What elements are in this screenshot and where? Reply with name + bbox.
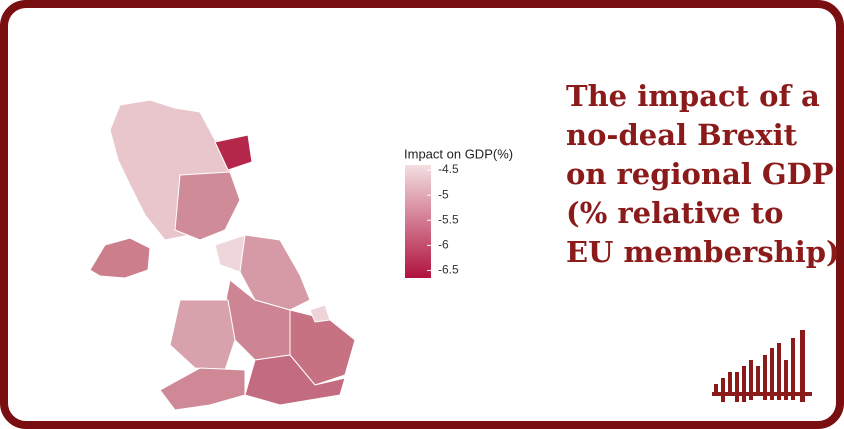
- legend-tick-label: -6.5: [438, 263, 459, 277]
- legend-tick-label: -5.5: [438, 212, 459, 226]
- title-line: no-deal Brexit: [566, 118, 798, 152]
- scotland-central: [174, 171, 241, 241]
- title-line: (% relative to: [566, 196, 783, 230]
- region: [309, 304, 331, 323]
- northern-ireland: [89, 237, 151, 279]
- legend-tick-label: -4.5: [438, 162, 459, 176]
- legend-tick-label: -6: [438, 238, 449, 252]
- aberdeen: [214, 134, 253, 171]
- title-line: EU membership): [566, 235, 840, 269]
- logo: [712, 330, 812, 402]
- legend-colorbar: [405, 165, 431, 278]
- uk-map: [89, 99, 356, 411]
- title-line: on regional GDP: [566, 157, 834, 191]
- south-west: [159, 367, 246, 411]
- title-line: The impact of a: [566, 79, 820, 113]
- south-east: [244, 354, 346, 406]
- north-england: [239, 234, 311, 311]
- legend-tick-label: -5: [438, 187, 449, 201]
- legend-title: Impact on GDP(%): [404, 146, 513, 161]
